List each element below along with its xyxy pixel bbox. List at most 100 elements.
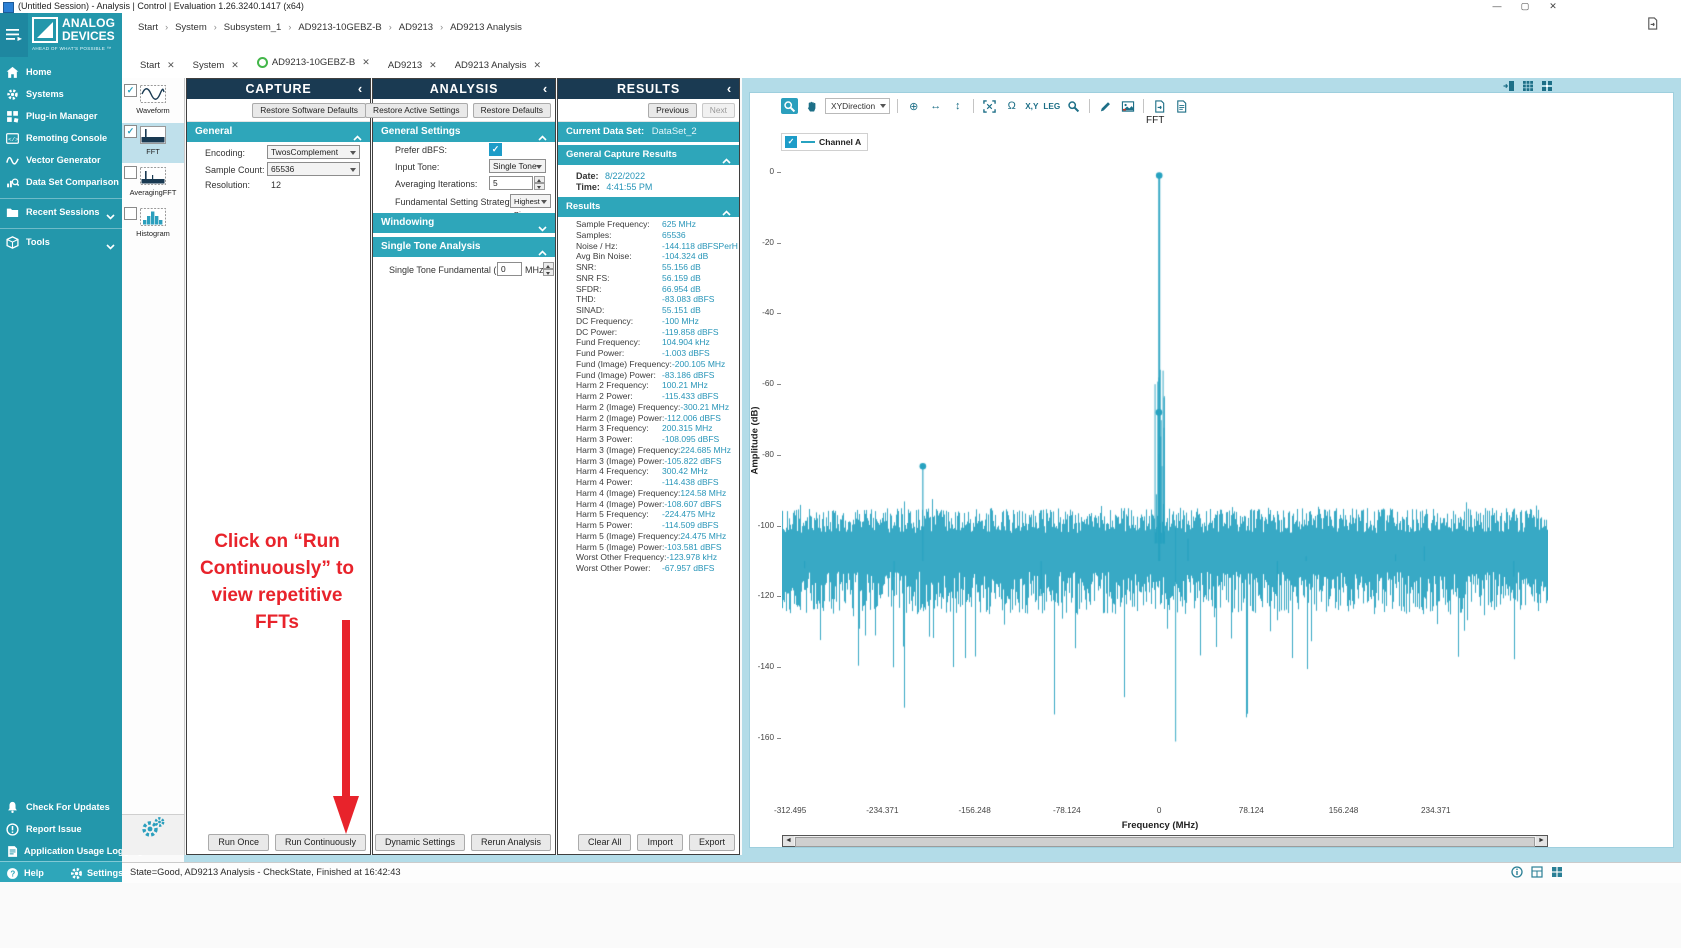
- fundamental-strategy-dropdown[interactable]: Highest Bin: [510, 194, 551, 219]
- results-section[interactable]: Results: [558, 197, 739, 217]
- data-grid-icon[interactable]: [1522, 79, 1534, 97]
- tab-ad9213[interactable]: AD9213 ✕: [384, 52, 441, 81]
- fft-plot[interactable]: [782, 160, 1548, 750]
- general-capture-results-section[interactable]: General Capture Results: [558, 145, 739, 165]
- sidebar-item-tools[interactable]: Tools: [0, 228, 122, 253]
- info-icon[interactable]: [1511, 866, 1523, 880]
- snapshot-image-icon[interactable]: [1119, 98, 1136, 114]
- tab-close-icon[interactable]: ✕: [231, 59, 239, 70]
- sidebar-item-remoting-console[interactable]: </> Remoting Console: [0, 127, 122, 149]
- zoom-box-icon[interactable]: [1065, 98, 1082, 114]
- sidebar-item-report-issue[interactable]: Report Issue: [0, 818, 122, 840]
- fit-to-view-icon[interactable]: [981, 98, 998, 114]
- tab-close-icon[interactable]: ✕: [167, 59, 175, 70]
- chart-legend[interactable]: Channel A: [781, 133, 869, 151]
- pan-horizontal-icon[interactable]: ↔: [930, 100, 942, 112]
- view-averagingfft[interactable]: AveragingFFT: [122, 164, 184, 204]
- annotate-pencil-icon[interactable]: [1097, 98, 1114, 114]
- sidebar-item-vector-generator[interactable]: Vector Generator: [0, 149, 122, 171]
- import-button[interactable]: Import: [637, 834, 683, 851]
- prefer-dbfs-checkbox[interactable]: [489, 143, 502, 156]
- windowing-section[interactable]: Windowing: [373, 213, 555, 233]
- maximize-button[interactable]: ▢: [1520, 1, 1530, 11]
- breadcrumb-item-ad9213[interactable]: AD9213: [398, 22, 434, 33]
- tab-close-icon[interactable]: ✕: [362, 56, 370, 67]
- encoding-dropdown[interactable]: TwosComplement: [267, 145, 360, 159]
- xy-direction-dropdown[interactable]: XYDirection: [825, 98, 891, 114]
- settings-button[interactable]: Settings: [70, 862, 123, 884]
- scroll-right-arrow[interactable]: ►: [1536, 836, 1547, 846]
- averaging-iterations-input[interactable]: 5: [489, 176, 533, 190]
- channel-a-checkbox[interactable]: [785, 136, 797, 148]
- breadcrumb-item-system[interactable]: System: [175, 22, 207, 33]
- averaging-spinner[interactable]: [534, 176, 545, 190]
- export-data-icon[interactable]: [1151, 98, 1168, 114]
- collapse-analysis-arrow[interactable]: ‹: [542, 81, 548, 96]
- scroll-left-arrow[interactable]: ◄: [783, 836, 794, 846]
- strip-settings-button[interactable]: [122, 814, 184, 855]
- grid-icon[interactable]: [1551, 866, 1563, 880]
- export-report-icon[interactable]: [1173, 98, 1190, 114]
- breadcrumb-item-ad9213-analysis[interactable]: AD9213 Analysis: [450, 22, 522, 33]
- sidebar-item-plug-in-manager[interactable]: Plug-in Manager: [0, 105, 122, 127]
- view-checkbox[interactable]: [124, 166, 137, 179]
- minimize-button[interactable]: —: [1492, 1, 1502, 11]
- collapse-panel-icon[interactable]: [1503, 79, 1515, 97]
- capture-general-section[interactable]: General: [187, 122, 370, 142]
- pan-vertical-icon[interactable]: ↕: [954, 100, 961, 112]
- view-histogram[interactable]: Histogram: [122, 205, 184, 245]
- tab-ad9213-10gebz-b[interactable]: AD9213-10GEBZ-B ✕: [253, 49, 374, 78]
- breadcrumb-item-ad9213-10gebz-b[interactable]: AD9213-10GEBZ-B: [298, 22, 382, 33]
- view-checkbox[interactable]: [124, 84, 137, 97]
- xy-values-toggle[interactable]: X,Y: [1025, 101, 1039, 111]
- input-tone-dropdown[interactable]: Single Tone: [489, 159, 546, 173]
- restore-active-settings-button[interactable]: Restore Active Settings: [365, 102, 468, 118]
- single-tone-analysis-section[interactable]: Single Tone Analysis: [373, 237, 555, 257]
- tab-close-icon[interactable]: ✕: [533, 59, 542, 70]
- chart-horizontal-scrollbar[interactable]: ◄ ►: [782, 835, 1548, 847]
- sidebar-menu-button[interactable]: [0, 13, 28, 57]
- sidebar-item-check-for-updates[interactable]: Check For Updates: [0, 796, 122, 818]
- single-tone-fundamental-input[interactable]: 0: [497, 262, 522, 276]
- scrollbar-thumb[interactable]: [795, 837, 1535, 847]
- undo-zoom-icon[interactable]: Ω: [1007, 100, 1016, 112]
- layout-icon[interactable]: [1531, 866, 1543, 880]
- view-checkbox[interactable]: [124, 125, 137, 138]
- tab-ad9213-analysis[interactable]: AD9213 Analysis ✕: [450, 52, 546, 81]
- restore-software-defaults-button[interactable]: Restore Software Defaults: [252, 102, 366, 118]
- previous-button[interactable]: Previous: [648, 102, 697, 118]
- legend-toggle[interactable]: LEG: [1043, 101, 1061, 111]
- expand-tiles-icon[interactable]: [1541, 79, 1553, 97]
- clear-all-button[interactable]: Clear All: [577, 834, 632, 851]
- rerun-analysis-button[interactable]: Rerun Analysis: [470, 834, 551, 851]
- view-checkbox[interactable]: [124, 207, 137, 220]
- view-fft[interactable]: FFT: [122, 123, 184, 163]
- breadcrumb-item-start[interactable]: Start: [138, 22, 159, 33]
- breadcrumb-item-subsystem-1[interactable]: Subsystem_1: [223, 22, 282, 33]
- general-settings-section[interactable]: General Settings: [373, 122, 555, 142]
- help-button[interactable]: ? Help: [6, 862, 44, 884]
- sidebar-item-application-usage-logging[interactable]: Application Usage Logging: [0, 840, 143, 862]
- sidebar-item-home[interactable]: Home: [0, 61, 122, 83]
- sidebar-item-systems[interactable]: Systems: [0, 83, 122, 105]
- run-continuously-button[interactable]: Run Continuously: [274, 834, 366, 851]
- sidebar-item-recent-sessions[interactable]: Recent Sessions: [0, 198, 122, 223]
- center-target-icon[interactable]: ⊕: [909, 100, 919, 113]
- collapse-results-arrow[interactable]: ‹: [726, 81, 732, 96]
- export-button[interactable]: Export: [688, 834, 735, 851]
- restore-defaults-button[interactable]: Restore Defaults: [472, 102, 551, 118]
- close-button[interactable]: ✕: [1549, 1, 1557, 11]
- pan-hand-icon[interactable]: [803, 98, 820, 114]
- zoom-tool-icon[interactable]: [781, 98, 798, 114]
- tab-system[interactable]: System ✕: [189, 52, 243, 81]
- next-button[interactable]: Next: [701, 102, 735, 118]
- view-waveform[interactable]: Waveform: [122, 82, 184, 122]
- run-once-button[interactable]: Run Once: [208, 834, 269, 851]
- tab-start[interactable]: Start ✕: [136, 52, 179, 81]
- sidebar-item-data-set-comparison[interactable]: Data Set Comparison: [0, 171, 122, 193]
- dynamic-settings-button[interactable]: Dynamic Settings: [374, 834, 465, 851]
- tab-close-icon[interactable]: ✕: [429, 59, 437, 70]
- fundamental-spinner[interactable]: [543, 262, 554, 276]
- open-session-icon[interactable]: [1646, 17, 1659, 35]
- collapse-capture-arrow[interactable]: ‹: [357, 81, 363, 96]
